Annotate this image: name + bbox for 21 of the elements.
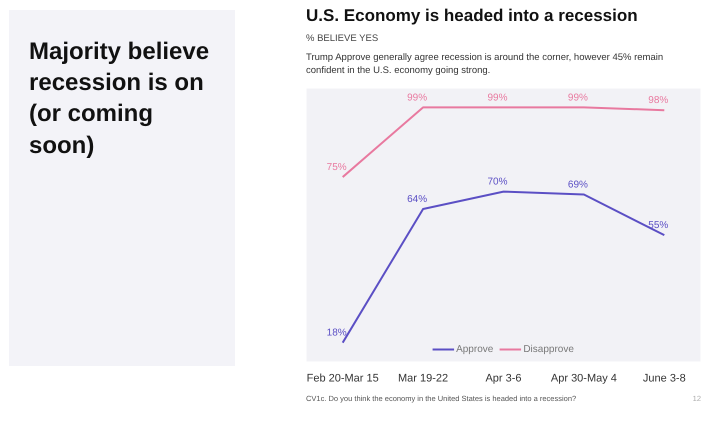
data-label: 98% [648, 95, 668, 106]
x-tick-label: June 3-8 [642, 372, 686, 384]
x-tick-label: Mar 19-22 [398, 372, 448, 384]
data-label: 99% [568, 92, 588, 104]
legend-label: Disapprove [523, 344, 574, 354]
x-tick-label: Apr 30-May 4 [550, 372, 617, 384]
data-label: 18% [326, 328, 347, 339]
data-label: 70% [487, 176, 508, 188]
data-label: 75% [326, 162, 347, 174]
chart-subtitle: % BELIEVE YES [306, 32, 380, 46]
chart-title: U.S. Economy is headed into a recession [306, 5, 639, 27]
data-label: 99% [487, 92, 508, 104]
data-label: 99% [407, 92, 428, 104]
legend-label: Approve [456, 344, 494, 354]
data-label: 64% [407, 194, 428, 206]
x-tick-label: Apr 3-6 [485, 372, 522, 384]
x-tick-label: Feb 20-Mar 15 [306, 372, 379, 384]
data-label: 55% [648, 220, 668, 232]
text: Trump Approve generally agree recession is around the corner, however 45% remain confident in the U.S. economy going strong. [306, 52, 664, 78]
data-label: 69% [568, 179, 588, 190]
text: Majority believe recession is on (or coming soon) [9, 10, 235, 366]
